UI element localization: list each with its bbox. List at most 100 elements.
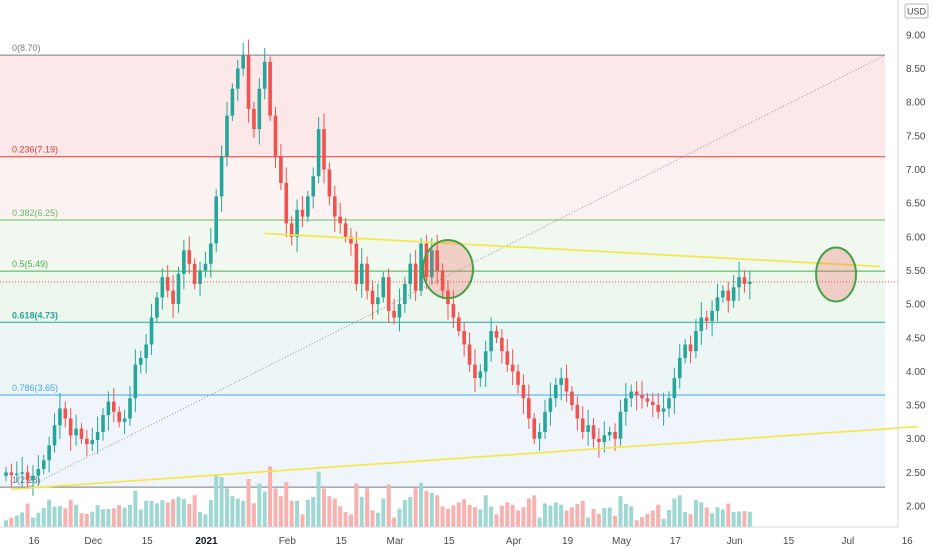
candle-body <box>489 331 493 352</box>
volume-bar <box>424 490 429 527</box>
volume-bar <box>505 502 510 527</box>
volume-bar <box>693 500 698 527</box>
volume-bar <box>596 513 601 527</box>
volume-bar <box>699 502 704 527</box>
candle-body <box>467 344 472 365</box>
candle-body <box>165 277 170 291</box>
x-tick-label: Jun <box>727 536 743 547</box>
candle-body <box>737 277 741 288</box>
candle-body <box>68 418 73 436</box>
volume-bar <box>327 496 332 527</box>
volume-bar <box>230 496 235 527</box>
candle-body <box>510 364 515 372</box>
candle-body <box>403 283 407 305</box>
candle-body <box>106 401 111 416</box>
candle-body <box>359 263 364 284</box>
volume-bar <box>499 505 504 527</box>
candle-body <box>171 290 175 305</box>
candle-body <box>640 394 644 399</box>
candle-body <box>500 337 504 352</box>
candle-body <box>694 331 698 352</box>
x-tick-label: 15 <box>783 536 795 547</box>
volume-bar <box>338 506 343 527</box>
candle-body <box>721 290 725 298</box>
candle-body <box>564 378 569 392</box>
candle-body <box>748 281 752 284</box>
volume-bar <box>127 504 132 527</box>
candle-body <box>688 344 693 352</box>
volume-bar <box>278 496 283 527</box>
volume-bar <box>203 514 208 527</box>
x-tick-label: Jul <box>841 536 854 547</box>
volume-bar <box>235 498 240 527</box>
y-tick-label: 4.00 <box>906 367 926 378</box>
fib-zone <box>0 219 885 272</box>
x-tick-label: May <box>612 536 631 547</box>
volume-bar <box>122 507 127 527</box>
volume-bar <box>440 506 445 527</box>
volume-bar <box>683 512 688 527</box>
highlight-circle-june[interactable] <box>815 246 858 303</box>
y-tick-label: 5.00 <box>906 300 926 311</box>
x-tick-label: 19 <box>562 536 574 547</box>
candle-body <box>370 290 375 305</box>
volume-bar <box>435 495 440 527</box>
volume-bar <box>553 502 558 527</box>
candle-body <box>591 425 596 439</box>
volume-bar <box>262 491 267 527</box>
volume-bar <box>20 512 25 527</box>
descending-trendline[interactable] <box>264 232 881 268</box>
candle-body <box>381 277 386 298</box>
volume-bar <box>526 498 531 527</box>
candle-body <box>597 438 601 443</box>
volume-bar <box>629 506 634 527</box>
volume-bar <box>74 504 79 527</box>
y-tick-label: 3.00 <box>906 434 926 445</box>
candle-body <box>289 223 294 237</box>
volume-bar <box>569 507 574 527</box>
candle-body <box>570 391 574 406</box>
volume-bar <box>322 488 327 527</box>
candle-body <box>473 364 477 379</box>
candle-body <box>731 287 736 301</box>
candle-body <box>683 344 687 358</box>
candle-body <box>322 129 326 170</box>
volume-bar <box>171 499 176 527</box>
currency-badge[interactable] <box>904 3 929 19</box>
y-tick-label: 6.50 <box>906 199 926 210</box>
candle-body <box>160 277 165 298</box>
volume-bar <box>375 512 380 527</box>
volume-bar <box>591 508 596 527</box>
volume-bar <box>268 466 273 527</box>
volume-bar <box>704 507 709 527</box>
volume-bar <box>494 514 499 527</box>
candle-body <box>548 398 553 412</box>
y-tick-label: 9.00 <box>906 30 926 41</box>
volume-bar <box>41 507 46 527</box>
volume-bar <box>305 500 310 527</box>
candle-body <box>478 371 483 379</box>
candle-body <box>9 472 14 476</box>
candle-body <box>742 277 747 284</box>
volume-bar <box>408 496 413 527</box>
candle-body <box>413 263 418 291</box>
candle-body <box>656 405 660 412</box>
drawings <box>0 54 919 490</box>
volume-bar <box>25 503 30 527</box>
volume-bar <box>144 500 149 527</box>
volume-bar <box>483 495 488 527</box>
highlight-circle-march[interactable] <box>421 239 474 300</box>
y-tick-label: 7.50 <box>906 131 926 142</box>
candle-body <box>440 270 445 291</box>
candle-body <box>430 250 434 278</box>
volume-bar <box>9 517 14 527</box>
candle-body <box>672 378 677 399</box>
volume-bar <box>343 512 348 527</box>
candle-body <box>306 196 310 217</box>
candle-body <box>241 55 245 69</box>
volume-bar <box>332 498 337 527</box>
candle-body <box>376 297 380 305</box>
volume-bar <box>521 507 526 527</box>
ascending-trendline[interactable] <box>11 425 919 490</box>
volume-bar <box>478 509 483 527</box>
